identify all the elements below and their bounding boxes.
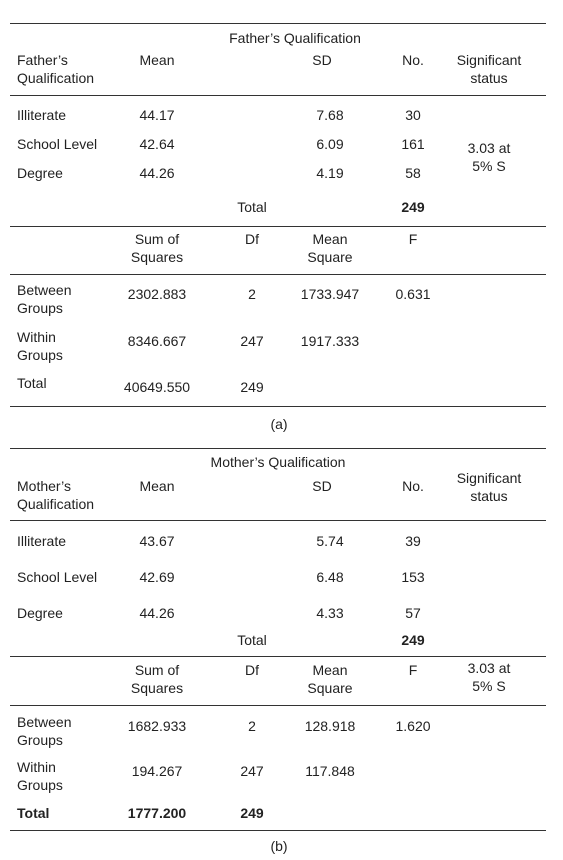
cell: 117.848: [305, 763, 355, 779]
row-label: Illiterate: [17, 107, 67, 123]
cell: 39: [405, 533, 421, 549]
rule: [10, 705, 546, 706]
column-header: Df: [245, 662, 259, 678]
cell: 0.631: [395, 286, 431, 302]
cell: 5.74: [316, 533, 344, 549]
column-header: SD: [312, 478, 332, 494]
column-header: No.: [402, 52, 424, 68]
column-header: F: [408, 231, 418, 247]
row-label: Degree: [17, 165, 63, 181]
column-header: Mean Square: [307, 662, 353, 696]
total-value: 249: [401, 199, 425, 215]
column-header: F: [408, 662, 418, 678]
row-label: Between Groups: [17, 282, 72, 316]
cell: 249: [240, 379, 264, 395]
cell: 4.33: [316, 605, 344, 621]
column-header: SD: [312, 52, 332, 68]
column-header: No.: [402, 478, 424, 494]
table-title: Father’s Qualification: [229, 30, 361, 46]
cell: 40649.550: [123, 379, 191, 395]
cell: 44.26: [139, 165, 175, 181]
rule: [10, 656, 546, 657]
column-header: Sum of Squares: [130, 231, 184, 265]
cell: 42.69: [139, 569, 175, 585]
row-label: Within Groups: [17, 759, 63, 793]
rule: [10, 406, 546, 407]
cell: 58: [405, 165, 421, 181]
cell: 42.64: [139, 136, 175, 152]
cell: 6.09: [316, 136, 344, 152]
caption: (a): [270, 416, 288, 432]
rule: [10, 226, 546, 227]
cell: 8346.667: [127, 333, 187, 349]
cell: 6.48: [316, 569, 344, 585]
row-label: Illiterate: [17, 533, 67, 549]
cell: 2302.883: [127, 286, 187, 302]
column-header: Mean: [139, 478, 175, 494]
row-label: Degree: [17, 605, 63, 621]
cell: 1.620: [395, 718, 431, 734]
total-value: 249: [401, 632, 425, 648]
cell: 194.267: [131, 763, 183, 779]
cell: 1682.933: [127, 718, 187, 734]
cell: 1917.333: [300, 333, 360, 349]
significance: 3.03 at 5% S: [467, 140, 511, 174]
column-header: Significant status: [456, 52, 522, 86]
cell: 153: [401, 569, 425, 585]
cell: 247: [240, 763, 264, 779]
cell: 57: [405, 605, 421, 621]
column-header: Mean: [139, 52, 175, 68]
rule: [10, 274, 546, 275]
cell: 249: [240, 805, 264, 821]
cell: 44.17: [139, 107, 175, 123]
rule: [10, 95, 546, 96]
column-header: Mean Square: [307, 231, 353, 265]
column-header: Sum of Squares: [130, 662, 184, 696]
cell: 4.19: [316, 165, 344, 181]
column-header: Mother’s Qualification: [17, 478, 95, 512]
rule: [10, 448, 546, 449]
rule: [10, 830, 546, 831]
cell: 7.68: [316, 107, 344, 123]
row-label: Total: [17, 805, 50, 821]
total-label: Total: [237, 632, 267, 648]
row-label: School Level: [17, 136, 98, 152]
cell: 247: [240, 333, 264, 349]
row-label: School Level: [17, 569, 98, 585]
column-header: Significant status: [456, 470, 522, 504]
column-header: Df: [245, 231, 259, 247]
row-label: Total: [17, 375, 47, 391]
cell: 128.918: [304, 718, 356, 734]
rule: [10, 520, 546, 521]
cell: 44.26: [139, 605, 175, 621]
cell: 161: [401, 136, 425, 152]
caption: (b): [270, 838, 288, 854]
rule: [10, 23, 546, 24]
row-label: Within Groups: [17, 329, 63, 363]
column-header: Father’s Qualification: [17, 52, 95, 86]
cell: 43.67: [139, 533, 175, 549]
cell: 2: [248, 286, 256, 302]
row-label: Between Groups: [17, 714, 72, 748]
total-label: Total: [237, 199, 267, 215]
cell: 2: [248, 718, 256, 734]
significance: 3.03 at 5% S: [467, 660, 511, 694]
cell: 1777.200: [127, 805, 187, 821]
cell: 1733.947: [300, 286, 360, 302]
cell: 30: [405, 107, 421, 123]
table-title: Mother’s Qualification: [210, 454, 346, 470]
